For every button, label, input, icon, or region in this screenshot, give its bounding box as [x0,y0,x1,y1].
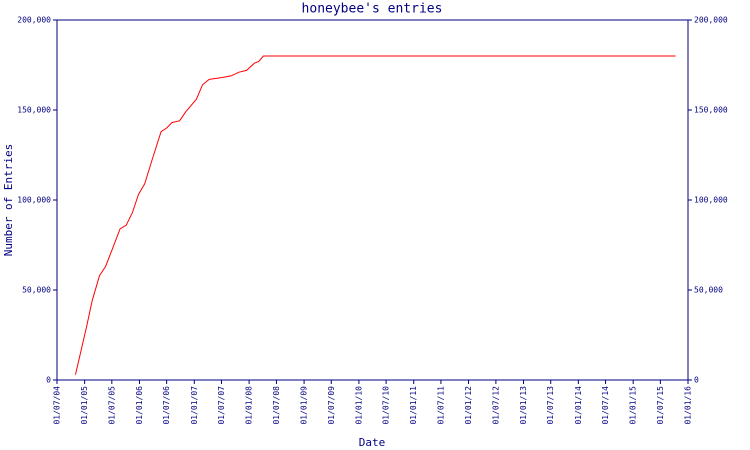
x-tick-label: 01/01/06 [135,386,144,425]
y-tick-label: 100,000 [17,196,51,205]
x-tick-label: 01/01/07 [190,386,199,425]
y2-tick-label: 0 [694,376,699,385]
line [74,55,676,375]
y-tick-label: 50,000 [22,286,51,295]
x-tick-label: 01/01/09 [300,386,309,425]
x-tick-label: 01/07/10 [382,386,391,425]
y-tick-label: 150,000 [17,106,51,115]
x-tick-label: 01/01/14 [574,386,583,425]
y-axis-label: Number of Entries [2,144,15,257]
x-tick-label: 01/01/13 [519,386,528,425]
y2-tick-label: 100,000 [694,196,728,205]
x-tick-label: 01/07/06 [162,386,171,425]
y2-tick-label: 150,000 [694,106,728,115]
x-tick-label: 01/07/09 [327,386,336,425]
x-tick-label: 01/01/15 [629,386,638,425]
x-tick-label: 01/01/12 [464,386,473,425]
x-tick-label: 01/07/15 [656,386,665,425]
x-tick-label: 01/07/07 [217,386,226,425]
y2-tick-label: 50,000 [694,286,723,295]
y2-tick-label: 200,000 [694,16,728,25]
x-tick-label: 01/01/10 [354,386,363,425]
plot-frame [56,19,689,381]
x-tick-label: 01/07/11 [436,386,445,425]
x-tick-label: 01/07/08 [272,386,281,425]
x-tick-label: 01/07/14 [601,386,610,425]
x-tick-label: 01/01/11 [409,386,418,425]
chart-title: honeybee's entries [302,2,443,17]
y-tick-label: 0 [46,376,51,385]
x-tick-label: 01/07/12 [491,386,500,425]
x-tick-label: 01/07/13 [546,386,555,425]
x-tick-label: 01/07/05 [107,386,116,425]
y-tick-label: 200,000 [17,16,51,25]
x-tick-label: 01/01/16 [684,386,693,425]
x-tick-label: 01/01/05 [80,386,89,425]
x-tick-label: 01/01/08 [245,386,254,425]
x-axis-label: Date [359,436,386,449]
x-tick-label: 01/07/04 [53,386,62,425]
